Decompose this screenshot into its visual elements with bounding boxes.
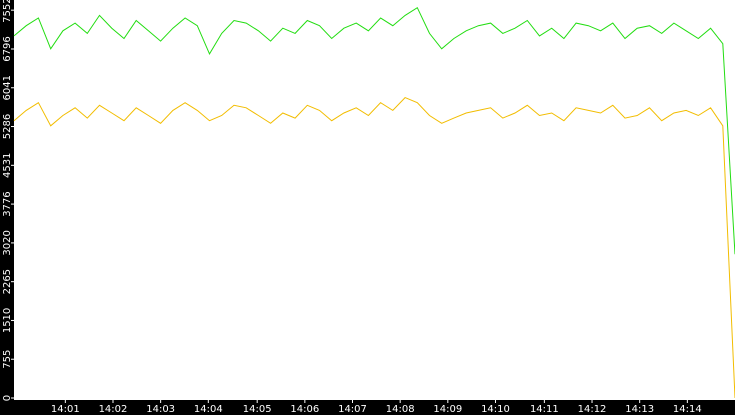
y-tick-label: 755 — [2, 350, 13, 369]
x-tick-label: 14:01 — [51, 404, 80, 415]
x-tick-label: 14:07 — [338, 404, 367, 415]
x-axis-strip — [0, 400, 735, 415]
y-tick-label: 3020 — [2, 230, 13, 255]
x-tick-label: 14:02 — [99, 404, 128, 415]
y-tick-label: 6041 — [2, 75, 13, 100]
y-tick-label: 1510 — [2, 308, 13, 333]
x-tick-label: 14:04 — [194, 404, 223, 415]
x-tick-label: 14:05 — [243, 404, 272, 415]
y-axis-strip — [0, 0, 14, 415]
y-tick-label: 3776 — [2, 191, 13, 216]
series-line — [13, 97, 735, 399]
y-tick-label: 7552 — [2, 0, 13, 23]
y-tick-label: 0 — [2, 395, 13, 401]
x-tick-label: 14:14 — [673, 404, 702, 415]
x-tick-label: 14:06 — [290, 404, 319, 415]
x-tick-label: 14:12 — [578, 404, 607, 415]
x-tick-label: 14:13 — [625, 404, 654, 415]
y-tick-label: 4531 — [2, 153, 13, 178]
x-tick-label: 14:10 — [481, 404, 510, 415]
series-line — [13, 6, 735, 255]
y-tick-label: 5286 — [2, 114, 13, 139]
y-tick-label: 2265 — [2, 269, 13, 294]
x-tick-label: 14:03 — [146, 404, 175, 415]
x-tick-label: 14:09 — [433, 404, 462, 415]
x-tick-label: 14:11 — [530, 404, 559, 415]
y-tick-label: 6796 — [2, 36, 13, 61]
x-tick-label: 14:08 — [386, 404, 415, 415]
